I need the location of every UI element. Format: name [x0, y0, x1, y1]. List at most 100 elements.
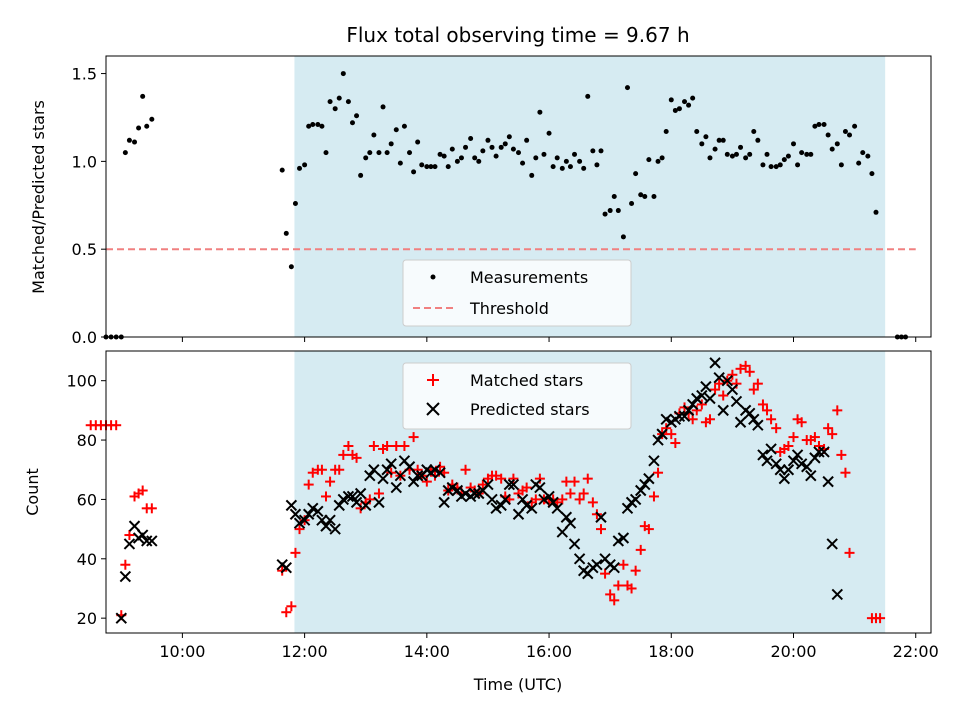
- measurement-point: [624, 85, 630, 91]
- predicted-stars-point: [573, 553, 586, 565]
- y-tick-label: 80: [77, 431, 97, 450]
- predicted-stars-point: [373, 496, 385, 509]
- predicted-stars-point: [468, 487, 481, 500]
- matched-stars-point: [783, 440, 794, 451]
- predicted-stars-point: [329, 523, 341, 535]
- predicted-stars-point: [635, 484, 647, 497]
- legend-marker-measurements: [430, 274, 436, 280]
- measurement-point: [847, 132, 853, 138]
- measurement-point: [838, 162, 844, 168]
- matched-stars-point: [735, 363, 746, 374]
- legend-marker-matched-stars: [427, 374, 439, 386]
- measurement-point: [550, 164, 556, 170]
- measurement-point: [764, 151, 770, 157]
- measurement-point: [842, 129, 848, 135]
- measurement-point: [791, 141, 796, 147]
- predicted-stars-point: [298, 514, 311, 526]
- measurement-point: [340, 71, 346, 77]
- measurement-point: [668, 97, 674, 103]
- measurement-point: [411, 169, 417, 175]
- measurement-point: [463, 144, 469, 150]
- matched-stars-point: [788, 432, 799, 443]
- predicted-stars-point: [682, 404, 695, 417]
- matched-stars-point: [334, 464, 345, 475]
- bottom-axes-frame: [105, 350, 932, 634]
- measurement-point: [699, 141, 705, 147]
- matched-stars-point: [827, 429, 838, 440]
- predicted-stars-point: [394, 469, 407, 482]
- predicted-stars-point: [709, 357, 721, 369]
- matched-stars-point: [120, 559, 131, 570]
- legend-label-predicted-stars: Predicted stars: [470, 400, 590, 419]
- matched-stars-point: [460, 464, 471, 475]
- predicted-stars-point: [128, 520, 141, 532]
- predicted-stars-point: [115, 612, 127, 624]
- measurement-point: [132, 139, 138, 145]
- matched-stars-point: [661, 423, 672, 434]
- predicted-stars-point: [826, 538, 838, 550]
- predicted-stars-point: [141, 535, 153, 547]
- matched-stars-point: [840, 467, 851, 478]
- matched-stars-point: [796, 417, 807, 428]
- matched-stars-point: [399, 440, 410, 451]
- measurement-point: [747, 151, 753, 157]
- predicted-stars-point: [119, 570, 132, 583]
- measurement-point: [672, 107, 678, 113]
- predicted-stars-point: [748, 413, 760, 425]
- predicted-stars-point: [752, 419, 764, 431]
- predicted-stars-point: [403, 461, 416, 473]
- matched-stars-point: [605, 589, 616, 600]
- matched-stars-point: [557, 494, 568, 505]
- matched-stars-point: [351, 452, 362, 463]
- matched-stars-point: [582, 473, 593, 484]
- measurement-point: [607, 208, 613, 214]
- measurement-point: [445, 164, 451, 170]
- measurement-point: [646, 157, 652, 163]
- measurement-point: [358, 172, 364, 178]
- measurement-point: [319, 123, 325, 129]
- predicted-stars-point: [560, 511, 573, 523]
- matched-stars-point: [124, 530, 135, 541]
- measurement-point: [292, 201, 298, 207]
- measurement-point: [712, 146, 718, 152]
- predicted-stars-point: [743, 407, 756, 420]
- measurement-point: [768, 164, 774, 170]
- measurement-point: [829, 146, 835, 152]
- matched-stars-point: [653, 467, 664, 478]
- predicted-stars-point: [516, 493, 529, 506]
- predicted-stars-point: [761, 455, 773, 467]
- measurement-point: [716, 137, 722, 143]
- measurement-point: [781, 157, 787, 163]
- predicted-stars-point: [801, 461, 813, 473]
- measurement-point: [380, 104, 386, 110]
- matched-stars-point: [286, 601, 297, 612]
- bottom-y-ticks: 20 40 60 80 100: [66, 372, 106, 628]
- measurement-point: [808, 151, 814, 157]
- top-series-marks: [103, 71, 916, 340]
- measurement-point: [306, 123, 312, 129]
- x-tick-label: 12:00: [282, 642, 328, 661]
- predicted-stars-point: [734, 416, 747, 428]
- measurement-point: [620, 234, 626, 240]
- predicted-stars-point: [568, 538, 581, 550]
- predicted-stars-point: [774, 464, 786, 476]
- measurement-point: [856, 160, 862, 166]
- predicted-stars-point: [350, 496, 363, 509]
- predicted-stars-point: [639, 478, 651, 491]
- measurement-point: [506, 134, 512, 140]
- measurement-point: [860, 150, 866, 156]
- matched-stars-point: [727, 369, 738, 380]
- predicted-stars-point: [495, 499, 507, 512]
- measurement-point: [594, 162, 600, 168]
- measurement-point: [302, 162, 308, 168]
- predicted-stars-point: [770, 458, 782, 470]
- predicted-stars-point: [713, 372, 725, 384]
- legend-label-measurements: Measurements: [470, 268, 588, 287]
- matched-stars-point: [587, 497, 598, 508]
- measurement-point: [546, 130, 552, 136]
- matched-stars-point: [569, 476, 580, 487]
- measurement-point: [865, 153, 871, 159]
- predicted-stars-point: [320, 520, 332, 532]
- x-tick-label: 14:00: [404, 642, 450, 661]
- predicted-stars-point: [595, 511, 607, 523]
